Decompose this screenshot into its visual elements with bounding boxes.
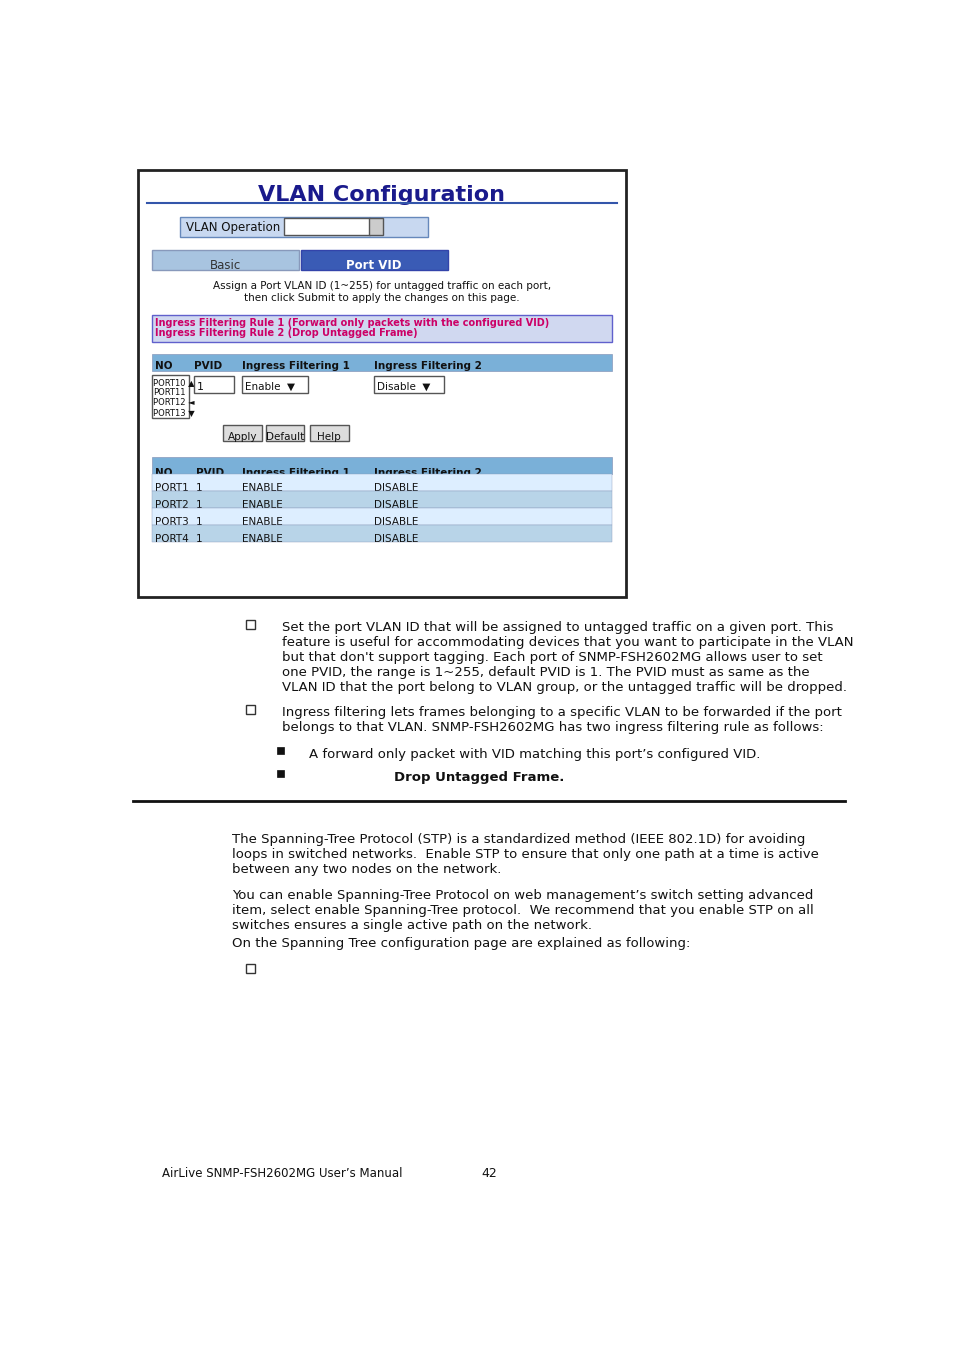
Bar (152, 316, 612, 342)
Bar (369, 219, 382, 235)
Bar (137, 170, 625, 597)
Text: Apply: Apply (228, 432, 257, 441)
Bar (310, 425, 348, 440)
Bar (245, 620, 254, 629)
Text: AirLive SNMP-FSH2602MG User’s Manual: AirLive SNMP-FSH2602MG User’s Manual (162, 1166, 402, 1180)
Text: Basic: Basic (210, 259, 241, 271)
Bar (277, 747, 284, 755)
Text: ENABLE: ENABLE (242, 533, 283, 544)
Bar (283, 219, 370, 235)
Text: On the Spanning Tree configuration page are explained as following:: On the Spanning Tree configuration page … (232, 937, 689, 949)
Text: PORT2: PORT2 (154, 500, 189, 510)
Bar (152, 491, 612, 508)
Text: Ingress filtering lets frames belonging to a specific VLAN to be forwarded if th: Ingress filtering lets frames belonging … (282, 706, 841, 733)
Text: Help: Help (317, 432, 341, 441)
Bar (193, 377, 233, 393)
Text: Enable  ▼: Enable ▼ (245, 382, 294, 393)
Bar (266, 425, 304, 440)
Bar (152, 456, 612, 474)
Text: NO: NO (154, 360, 172, 371)
Text: PVID: PVID (193, 360, 221, 371)
Bar (277, 771, 284, 778)
Text: 42: 42 (480, 1166, 497, 1180)
Text: ENABLE: ENABLE (242, 517, 283, 526)
Text: 1: 1 (195, 483, 202, 493)
Bar (152, 355, 612, 371)
Text: VLAN Configuration: VLAN Configuration (258, 185, 505, 205)
Text: VLAN Operation Mode:: VLAN Operation Mode: (186, 220, 319, 234)
Text: A forward only packet with VID matching this port’s configured VID.: A forward only packet with VID matching … (309, 748, 760, 761)
Text: Ingress Filtering Rule 1 (Forward only packets with the configured VID): Ingress Filtering Rule 1 (Forward only p… (154, 317, 549, 328)
Text: DISABLE: DISABLE (374, 483, 418, 493)
Text: PORT10 ▲: PORT10 ▲ (153, 378, 194, 386)
Text: Set the port VLAN ID that will be assigned to untagged traffic on a given port. : Set the port VLAN ID that will be assign… (282, 621, 853, 694)
Text: PORT12 ◄: PORT12 ◄ (153, 398, 194, 406)
Text: Ingress Filtering 2: Ingress Filtering 2 (374, 467, 481, 478)
Text: PVID: PVID (195, 467, 224, 478)
Text: The Spanning-Tree Protocol (STP) is a standardized method (IEEE 802.1D) for avoi: The Spanning-Tree Protocol (STP) is a st… (232, 833, 818, 876)
Text: Default: Default (266, 432, 304, 441)
Text: You can enable Spanning-Tree Protocol on web management’s switch setting advance: You can enable Spanning-Tree Protocol on… (232, 888, 813, 932)
Text: DISABLE: DISABLE (374, 517, 418, 526)
Text: 802.1Q: 802.1Q (287, 223, 328, 232)
Text: Ingress Filtering 2: Ingress Filtering 2 (374, 360, 481, 371)
Bar (180, 217, 428, 238)
Text: DISABLE: DISABLE (374, 533, 418, 544)
Bar (374, 377, 443, 393)
Bar (152, 508, 612, 525)
Bar (245, 964, 254, 973)
Text: PORT3: PORT3 (154, 517, 189, 526)
Text: ENABLE: ENABLE (242, 483, 283, 493)
Bar (223, 425, 261, 440)
Text: PORT1: PORT1 (154, 483, 189, 493)
Bar (300, 250, 447, 270)
Text: Ingress Filtering 1: Ingress Filtering 1 (242, 467, 350, 478)
Text: Ingress Filtering Rule 2 (Drop Untagged Frame): Ingress Filtering Rule 2 (Drop Untagged … (154, 328, 417, 339)
Text: NO: NO (154, 467, 172, 478)
Bar (245, 705, 254, 714)
Text: Disable  ▼: Disable ▼ (376, 382, 430, 393)
Text: ▼: ▼ (369, 224, 376, 232)
Text: 1: 1 (195, 517, 202, 526)
Text: PORT13 ▼: PORT13 ▼ (153, 408, 195, 417)
Text: Drop Untagged Frame.: Drop Untagged Frame. (394, 771, 564, 784)
Text: Ingress Filtering 1: Ingress Filtering 1 (242, 360, 350, 371)
Text: DISABLE: DISABLE (374, 500, 418, 510)
Text: PORT11: PORT11 (153, 387, 186, 397)
Bar (152, 474, 612, 491)
Text: Port VID: Port VID (346, 259, 401, 271)
Text: 1: 1 (195, 533, 202, 544)
Bar (242, 377, 308, 393)
Bar (152, 525, 612, 541)
Text: 1: 1 (196, 382, 204, 393)
Text: ENABLE: ENABLE (242, 500, 283, 510)
Text: 1: 1 (195, 500, 202, 510)
Text: Assign a Port VLAN ID (1~255) for untagged traffic on each port,
then click Subm: Assign a Port VLAN ID (1~255) for untagg… (213, 281, 551, 302)
Bar (152, 250, 298, 270)
Bar (152, 374, 189, 417)
Text: PORT4: PORT4 (154, 533, 189, 544)
